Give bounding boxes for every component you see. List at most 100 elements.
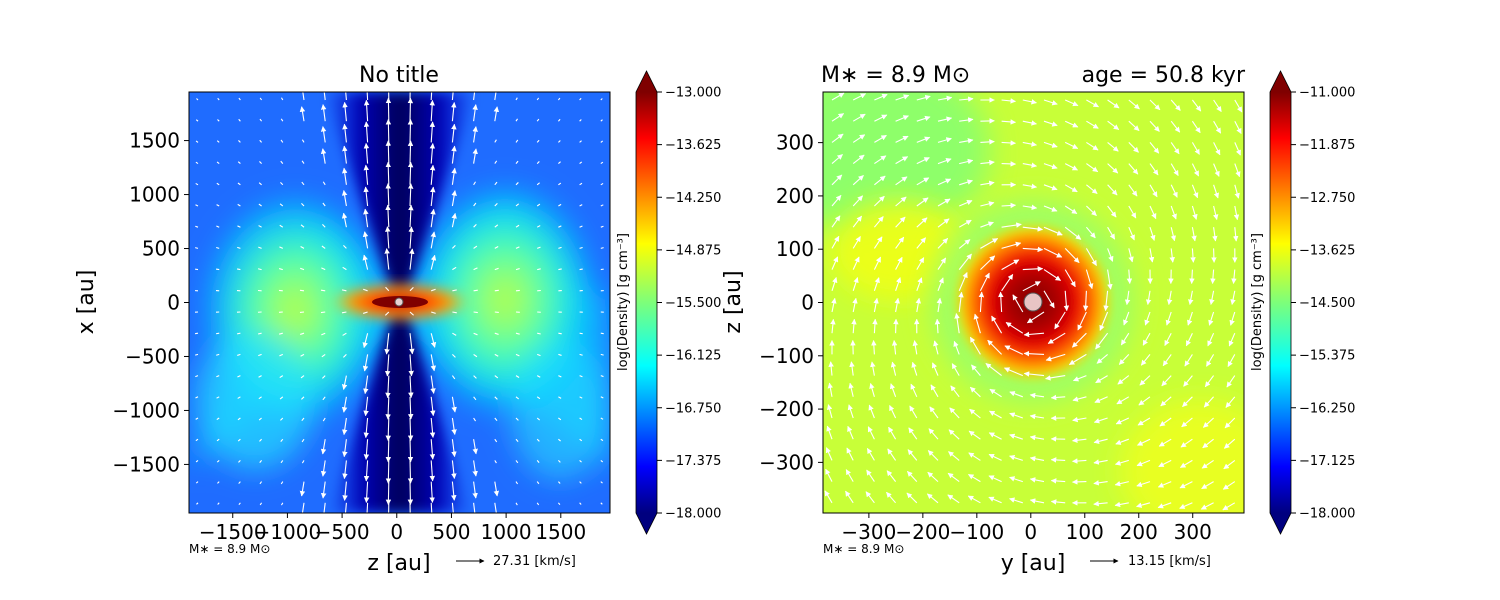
velocity-arrow [831,256,839,270]
velocity-arrow [237,225,241,228]
velocity-arrow [1186,311,1193,326]
colorbar-tick-label: −16.250 [1299,401,1355,416]
velocity-arrow [1054,311,1066,330]
velocity-arrow [321,245,326,249]
velocity-arrow [558,268,562,271]
velocity-arrow [890,361,897,376]
colorbar-tick-label: −18.000 [665,507,721,522]
velocity-arrow [237,396,241,399]
velocity-arrow [1085,269,1094,290]
velocity-arrow [894,297,900,313]
velocity-arrow [874,114,888,122]
velocity-arrow [472,104,478,122]
velocity-arrow [1185,332,1193,347]
velocity-arrow [195,119,199,122]
velocity-arrow [257,268,262,271]
velocity-arrow [451,123,457,143]
velocity-arrow [1126,269,1133,285]
velocity-arrow [451,102,457,122]
velocity-arrow [280,417,284,421]
velocity-arrow [195,375,199,378]
velocity-arrow [1170,184,1178,198]
velocity-arrow [1191,205,1198,220]
velocity-arrow [385,375,391,399]
x-tick-label: −1500 [199,520,267,544]
velocity-arrow [826,404,833,419]
velocity-arrow [473,502,476,513]
velocity-arrow [321,267,326,271]
velocity-arrow [937,277,944,291]
right-colorbar-min-extend [1270,513,1291,534]
velocity-arrow [1201,481,1214,490]
velocity-arrow [1022,226,1044,232]
velocity-arrow [409,311,414,316]
velocity-arrow [473,92,476,101]
velocity-arrow [384,248,390,270]
velocity-arrow [1086,184,1098,194]
velocity-arrow [948,429,960,440]
velocity-arrow [430,254,437,270]
velocity-arrow [928,428,939,440]
velocity-arrow [1043,163,1058,170]
velocity-arrow [824,490,833,504]
velocity-arrow [991,315,1003,334]
velocity-arrow [558,225,562,228]
velocity-arrow [301,438,305,443]
velocity-arrow [280,118,284,122]
velocity-arrow [600,481,603,484]
velocity-arrow [1107,141,1119,152]
velocity-arrow [452,311,457,314]
velocity-arrow [279,224,284,228]
velocity-arrow [216,375,220,378]
velocity-arrow [363,186,369,207]
velocity-arrow [494,267,499,271]
velocity-arrow [985,363,1002,377]
velocity-arrow [988,496,1002,504]
velocity-arrow [873,216,884,228]
velocity-arrow [1136,502,1151,508]
colorbar-tick-label: −14.250 [665,191,721,206]
velocity-arrow [845,469,854,482]
velocity-arrow [363,164,370,185]
velocity-arrow [579,140,582,143]
velocity-arrow [430,186,436,207]
velocity-arrow [1179,502,1193,509]
velocity-arrow [929,406,939,419]
velocity-arrow [906,492,918,504]
velocity-arrow [948,451,960,461]
velocity-arrow [195,353,199,356]
right-ticks: −300 −200 −100 0 100 200 3003002001000−100−200… [759,131,1212,544]
velocity-arrow [558,375,562,378]
velocity-arrow [1226,375,1236,388]
velocity-arrow [430,333,437,348]
velocity-arrow [958,272,968,292]
velocity-arrow [937,116,953,122]
velocity-arrow [987,339,1002,355]
velocity-arrow [1068,353,1087,366]
velocity-arrow [537,268,541,271]
velocity-arrow [1149,142,1160,154]
velocity-arrow [1064,141,1079,149]
velocity-arrow [1212,227,1218,242]
velocity-arrow [536,182,540,186]
velocity-arrow [1050,394,1066,401]
velocity-arrow [1001,202,1017,209]
velocity-arrow [473,181,477,186]
velocity-arrow [958,219,972,228]
velocity-arrow [852,297,858,313]
velocity-arrow [1191,99,1202,112]
velocity-arrow [558,438,561,442]
velocity-arrow [385,140,392,164]
velocity-arrow [452,245,456,249]
velocity-arrow [558,353,562,356]
velocity-arrow [451,439,457,458]
velocity-arrow [429,439,436,460]
velocity-arrow [301,181,305,186]
velocity-arrow [886,470,897,482]
velocity-arrow [998,291,1004,313]
velocity-arrow [472,439,478,455]
velocity-arrow [868,404,875,419]
velocity-arrow [1072,375,1087,382]
velocity-arrow [558,396,562,399]
velocity-arrow [1093,480,1108,486]
